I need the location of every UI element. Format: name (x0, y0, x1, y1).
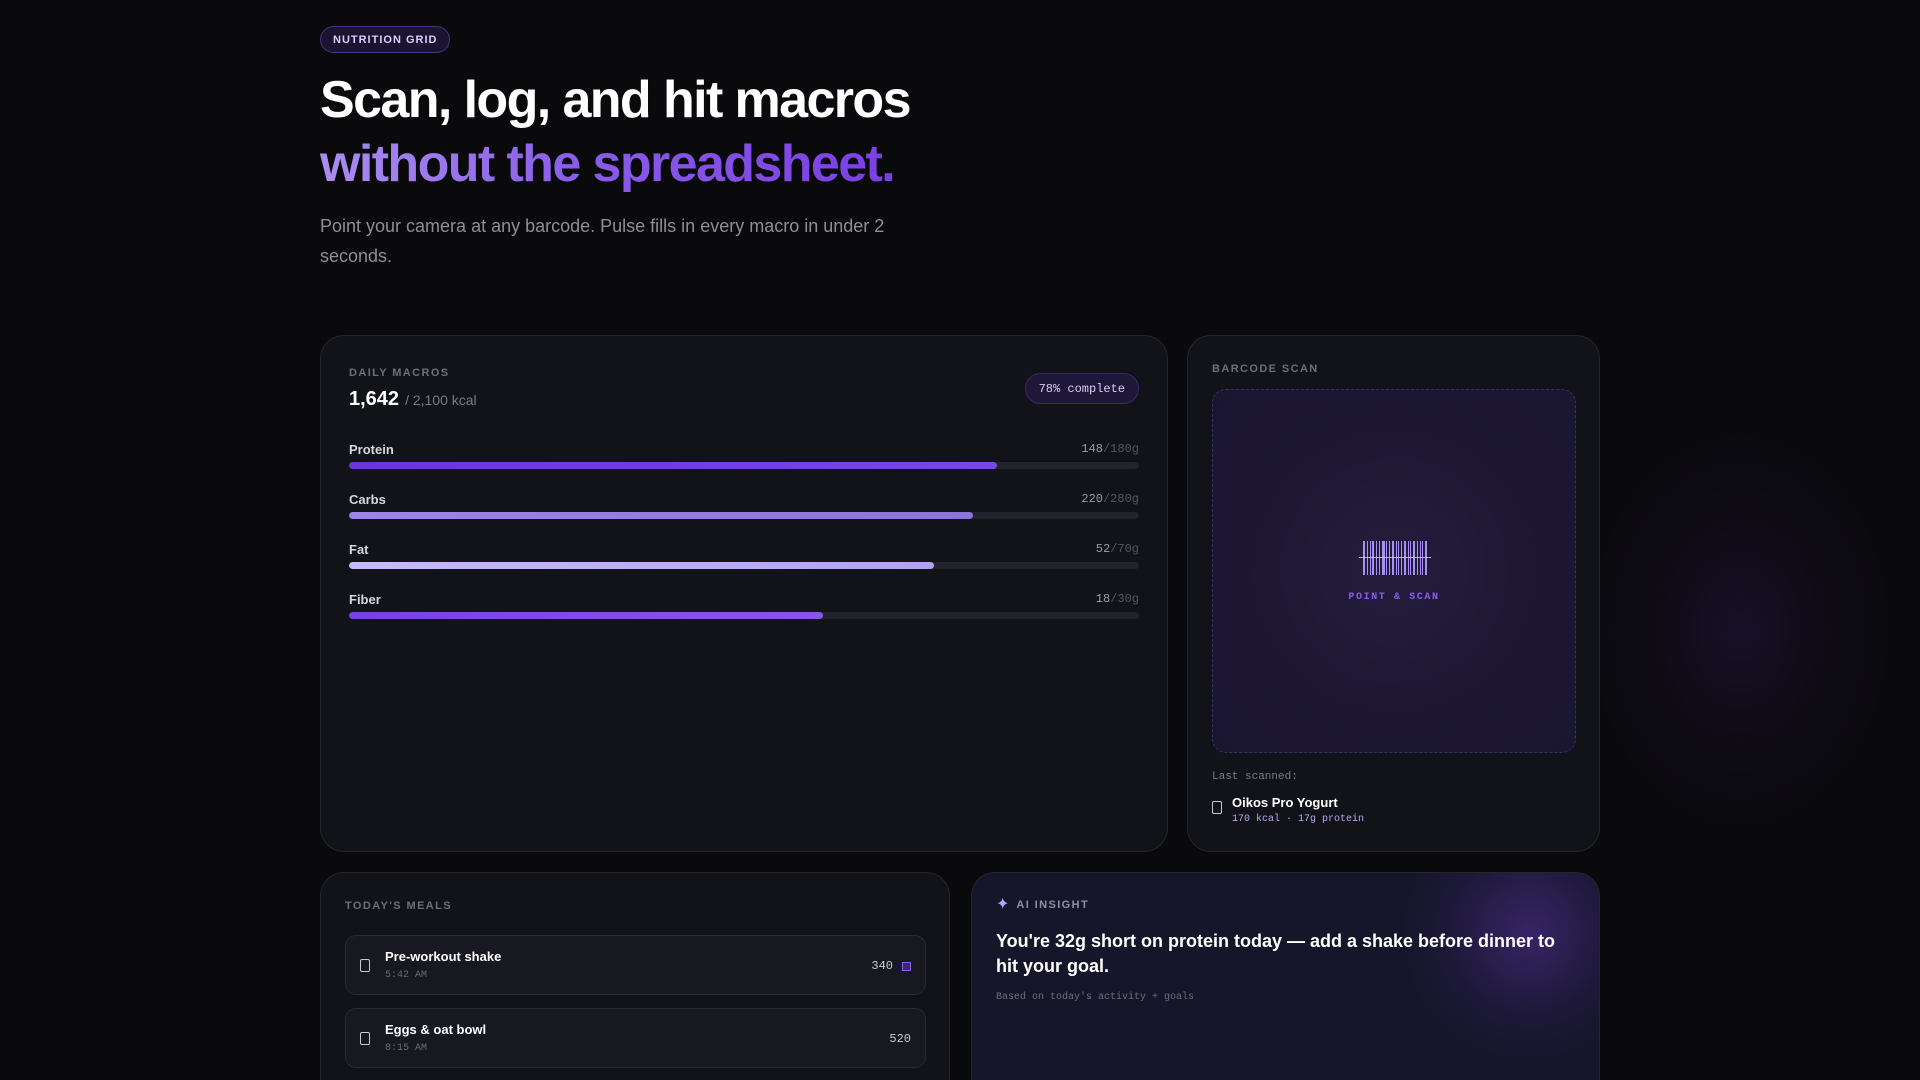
barcode-bar (1422, 541, 1424, 575)
todays-meals-card: TODAY'S MEALS Pre-workout shake 5:42 AM 34… (320, 872, 950, 1080)
insight-note: Based on today's activity + goals (996, 992, 1195, 1003)
macro-name: Fat (349, 542, 369, 557)
meal-calories: 340 (871, 959, 911, 973)
scanned-item-meta: 170 kcal · 17g protein (1232, 814, 1365, 825)
meal-calories: 520 (889, 1032, 911, 1046)
ai-insight-card: ✦ AI INSIGHT You're 32g short on protein… (971, 872, 1600, 1080)
meal-item-icon (360, 959, 370, 972)
scan-line (1359, 557, 1431, 558)
macro-value: 18 (1095, 592, 1111, 606)
macro-progress-fill (349, 462, 997, 469)
meal-time: 5:42 AM (385, 970, 428, 981)
barcode-scan-label: BARCODE SCAN (1212, 363, 1319, 375)
last-scanned-item[interactable]: Oikos Pro Yogurt 170 kcal · 17g protein (1212, 794, 1364, 825)
barcode-bar (1416, 541, 1418, 575)
macro-value: 220 (1081, 492, 1103, 506)
page-title: Scan, log, and hit macros without the sp… (320, 68, 1120, 196)
ai-insight-label: AI INSIGHT (1016, 899, 1090, 911)
macro-amount: 18/30g (1096, 592, 1139, 606)
barcode-bar (1425, 541, 1427, 575)
calories-consumed: 1,642 (349, 388, 400, 410)
title-line-2: without the spreadsheet. (320, 132, 896, 196)
macro-progress-fill (349, 562, 934, 569)
insight-glow (1399, 873, 1599, 1063)
todays-meals-label: TODAY'S MEALS (345, 900, 453, 912)
macro-value: 52 (1095, 542, 1111, 556)
macro-progress-fill (349, 512, 974, 519)
macro-goal: /180g (1102, 442, 1139, 456)
daily-macros-label: DAILY MACROS (349, 367, 450, 379)
macro-amount: 52/70g (1096, 542, 1139, 556)
macro-row-fat: Fat 52/70g (349, 542, 1139, 592)
barcode-bar (1410, 541, 1412, 575)
barcode-bar (1376, 541, 1377, 575)
title-line-1: Scan, log, and hit macros (320, 71, 912, 129)
barcode-bar (1403, 541, 1406, 575)
meal-row[interactable]: Eggs & oat bowl 8:15 AM 520 (345, 1008, 926, 1068)
macro-value: 148 (1081, 442, 1103, 456)
scan-viewfinder[interactable]: POINT & SCAN (1212, 389, 1576, 753)
barcode-scan-card: BARCODE SCAN POINT & SCAN Last scanned: … (1187, 335, 1600, 852)
completion-badge: 78% complete (1024, 373, 1139, 404)
macro-name: Protein (349, 442, 394, 457)
barcode-bar (1389, 541, 1390, 575)
barcode-bar (1413, 541, 1415, 575)
scanned-item-name: Oikos Pro Yogurt (1232, 795, 1338, 810)
meal-name: Pre-workout shake (385, 949, 502, 964)
insight-message: You're 32g short on protein today — add … (996, 931, 1556, 976)
last-scanned-label: Last scanned: (1212, 771, 1298, 783)
barcode-bar (1395, 541, 1397, 575)
macro-progress-track (349, 462, 1139, 469)
macro-goal: /30g (1110, 592, 1139, 606)
section-badge: NUTRITION GRID (320, 26, 451, 53)
meal-calories-value: 340 (871, 959, 893, 973)
calories-goal: / 2,100 kcal (405, 392, 477, 408)
barcode-bar (1407, 541, 1409, 575)
macro-amount: 220/280g (1081, 492, 1139, 506)
barcode-bar (1419, 541, 1421, 575)
meal-time: 8:15 AM (385, 1043, 428, 1054)
macro-amount: 148/180g (1081, 442, 1139, 456)
barcode-bar (1378, 541, 1380, 575)
background-glow (1580, 420, 1900, 840)
macro-list: Protein 148/180g Carbs 220/280g Fat 52/70g Fib… (349, 442, 1139, 642)
meal-item-icon (360, 1032, 370, 1045)
food-item-icon (1212, 801, 1222, 814)
macro-progress-track (349, 512, 1139, 519)
meal-name: Eggs & oat bowl (385, 1022, 487, 1037)
barcode-bar (1391, 541, 1394, 575)
barcode-bar (1386, 541, 1388, 575)
barcode-bar (1398, 541, 1400, 575)
macro-name: Carbs (349, 492, 386, 507)
macro-progress-fill (349, 612, 823, 619)
meal-row[interactable]: Pre-workout shake 5:42 AM 340 (345, 935, 926, 995)
barcode-bar (1366, 541, 1368, 575)
ai-insight-header: ✦ AI INSIGHT (996, 896, 1090, 913)
barcode-icon (1363, 541, 1427, 575)
macro-row-fiber: Fiber 18/30g (349, 592, 1139, 642)
macro-row-carbs: Carbs 220/280g (349, 492, 1139, 542)
page-subtitle: Point your camera at any barcode. Pulse … (320, 216, 885, 266)
macro-progress-track (349, 612, 1139, 619)
daily-macros-card: DAILY MACROS 1,642 / 2,100 kcal 78% comp… (320, 335, 1168, 852)
macro-row-protein: Protein 148/180g (349, 442, 1139, 492)
point-and-scan-label: POINT & SCAN (1348, 592, 1440, 603)
barcode-bar (1381, 541, 1385, 575)
meal-list: Pre-workout shake 5:42 AM 340 Eggs & oat bo… (345, 935, 926, 1080)
macro-goal: /280g (1102, 492, 1139, 506)
meal-calories-value: 520 (889, 1032, 911, 1046)
barcode-bar (1372, 541, 1375, 575)
macro-name: Fiber (349, 592, 381, 607)
calorie-summary: 1,642 / 2,100 kcal (349, 388, 477, 411)
barcode-bar (1369, 541, 1371, 575)
macro-goal: /70g (1110, 542, 1139, 556)
macro-progress-track (349, 562, 1139, 569)
barcode-bar (1401, 541, 1402, 575)
barcode-bar (1363, 541, 1365, 575)
meal-scanned-icon (902, 961, 911, 971)
sparkle-icon: ✦ (996, 896, 1010, 913)
